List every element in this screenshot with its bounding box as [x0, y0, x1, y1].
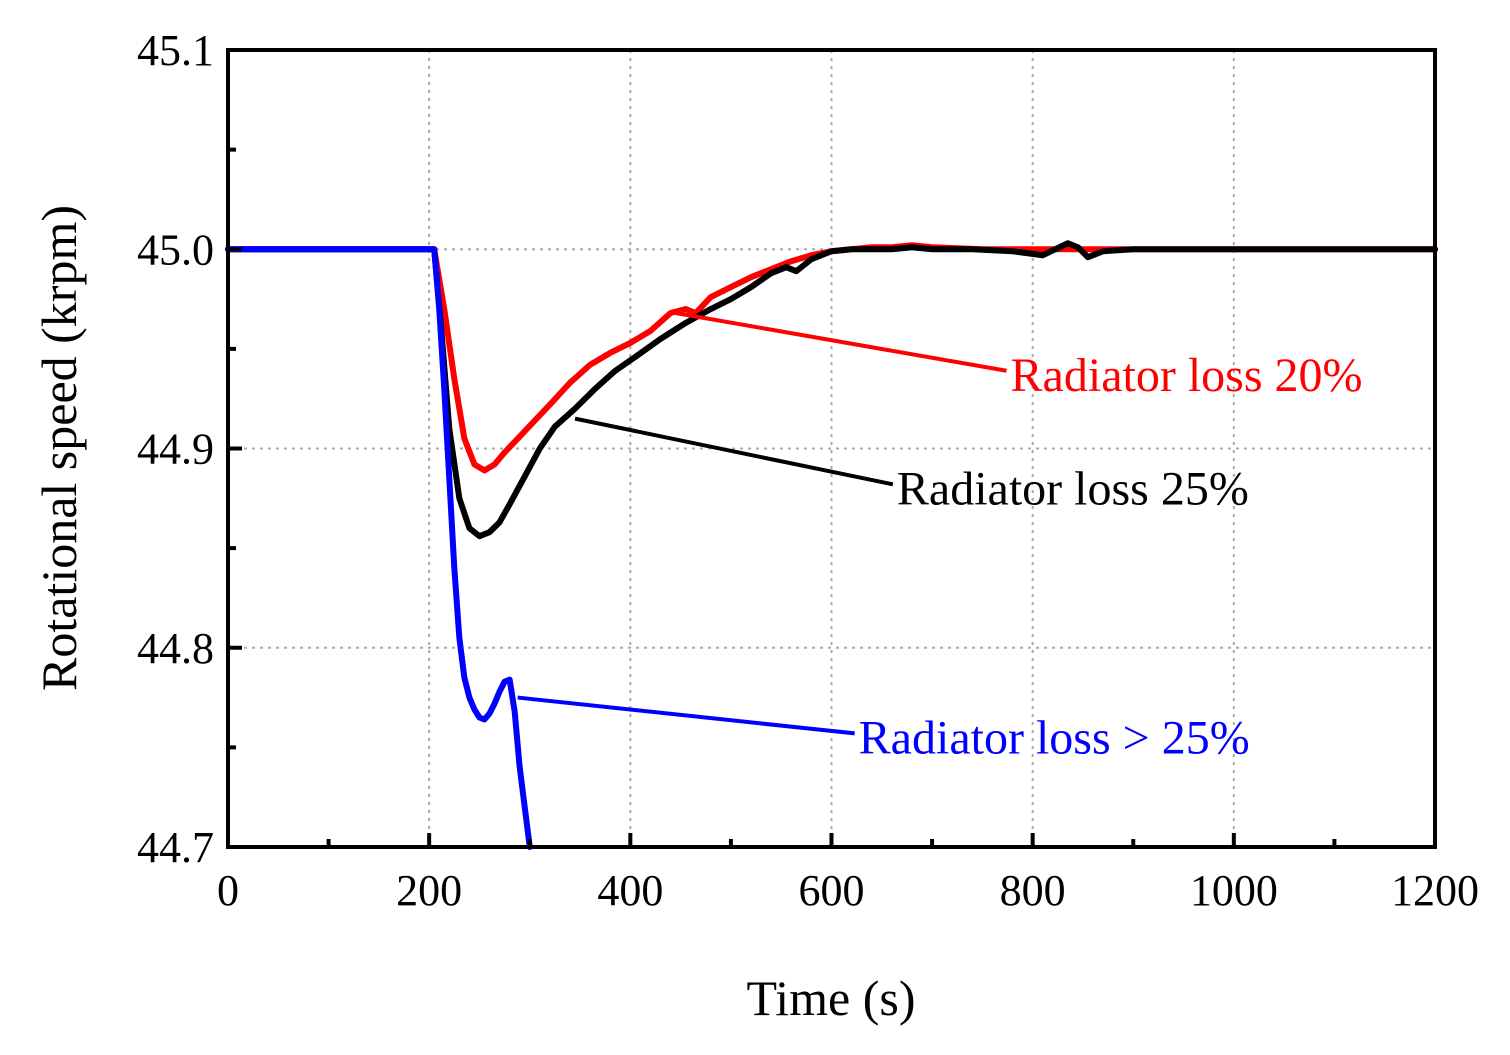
x-axis-title: Time (s) — [746, 970, 915, 1026]
label-layer: 0 200 400 600 800 1000 1200 44.7 44.8 44.9 45.0 45.… — [137, 26, 1479, 915]
series-line-3 — [225, 246, 533, 850]
annotation-label-2: Radiator loss 25% — [897, 462, 1249, 515]
x-tick-label: 800 — [1000, 866, 1066, 915]
annotation-layer: Radiator loss 20% Radiator loss 25% Radiat… — [517, 311, 1363, 764]
x-tick-label: 1000 — [1190, 866, 1278, 915]
y-tick-label: 45.0 — [137, 225, 214, 274]
y-tick-label: 44.8 — [137, 624, 214, 673]
annotation-leader-line-3 — [517, 695, 855, 736]
y-tick-label: 44.9 — [137, 425, 214, 474]
x-tick-label: 200 — [396, 866, 462, 915]
y-tick-label: 44.7 — [137, 823, 214, 872]
series-line-2 — [225, 240, 1438, 540]
annotation-leader-line-2 — [574, 416, 894, 487]
x-tick-label: 1200 — [1391, 866, 1479, 915]
tick-layer — [226, 48, 1437, 849]
grid-layer — [228, 50, 1435, 847]
annotation-leader-line-1 — [675, 311, 1007, 373]
annotation-label-1: Radiator loss 20% — [1011, 349, 1363, 402]
annotation-label-3: Radiator loss > 25% — [859, 711, 1250, 764]
x-tick-label: 600 — [799, 866, 865, 915]
y-tick-label: 45.1 — [137, 26, 214, 75]
series-layer — [225, 240, 1438, 850]
x-tick-label: 400 — [597, 866, 663, 915]
x-tick-label: 0 — [217, 866, 239, 915]
y-axis-title: Rotational speed (krpm) — [31, 205, 87, 691]
